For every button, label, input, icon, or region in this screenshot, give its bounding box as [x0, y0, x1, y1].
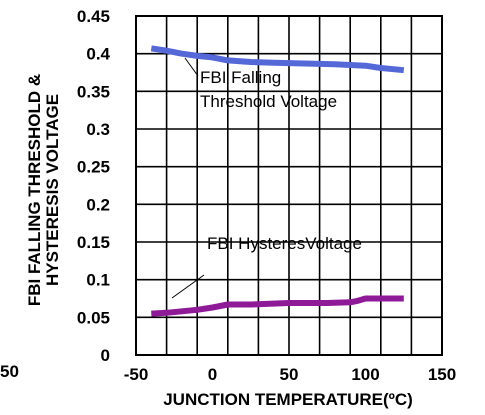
y-axis-title-line-1: FBI FALLING THRESHOLD & — [25, 74, 44, 306]
series-line-threshold — [150, 45, 405, 74]
y-tick-label: 0.25 — [77, 158, 110, 177]
series-line-hysteresis — [151, 295, 404, 317]
series-group — [150, 45, 405, 317]
tick-labels: 0 0.05 0.1 0.15 0.2 0.25 0.3 0.35 0.4 0.45 -50 0 50 1… — [77, 7, 456, 384]
y-tick-label: 0.2 — [86, 195, 110, 214]
annotation-leader-hysteresis — [171, 274, 205, 299]
x-tick-label: 0 — [208, 365, 217, 384]
annotation-leader-threshold — [184, 57, 199, 77]
y-tick-label: 0.1 — [86, 271, 110, 290]
y-tick-label: 0.4 — [86, 45, 110, 64]
y-tick-label: 0.35 — [77, 82, 110, 101]
grid — [136, 16, 442, 355]
x-tick-label: -50 — [124, 365, 149, 384]
plot-frame — [135, 15, 443, 356]
stray-tick-label: 50 — [0, 362, 19, 381]
annotation-hysteresis: FBI HysteresVoltage — [207, 234, 362, 253]
y-tick-label: 0.05 — [77, 308, 110, 327]
x-axis-title: JUNCTION TEMPERATURE(ºC) — [163, 390, 413, 409]
x-tick-label: 50 — [280, 365, 299, 384]
y-tick-label: 0.45 — [77, 7, 110, 26]
y-tick-label: 0.15 — [77, 233, 110, 252]
x-tick-label: 100 — [351, 365, 379, 384]
annotation-threshold-line-1: FBI Falling — [200, 68, 281, 87]
x-tick-label: 150 — [428, 365, 456, 384]
y-axis-title-line-2: HYSTERESIS VOLTAGE — [43, 94, 62, 286]
y-tick-label: 0 — [101, 346, 110, 365]
annotation-threshold-line-2: Threshold Voltage — [200, 92, 337, 111]
y-tick-label: 0.3 — [86, 120, 110, 139]
